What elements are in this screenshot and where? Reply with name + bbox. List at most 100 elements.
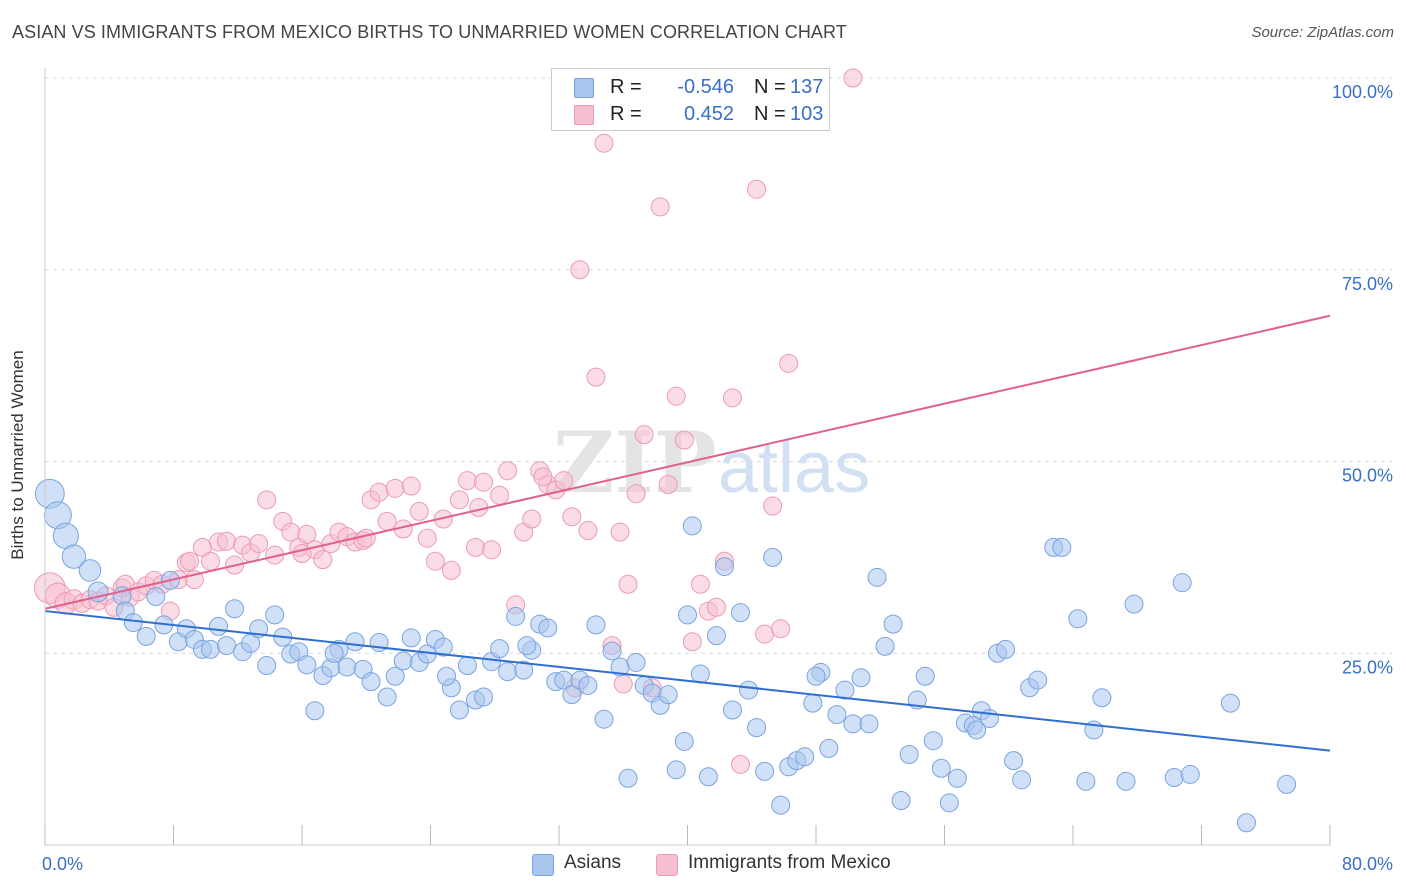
asian-point [747, 718, 767, 738]
mexico-point [610, 522, 630, 542]
mexico-point [313, 550, 333, 570]
asian-point [626, 652, 646, 672]
n-value-mexico: 103 [790, 103, 824, 125]
mexico-point [377, 511, 397, 531]
mexico-point [180, 551, 200, 571]
asian-point [706, 626, 726, 646]
chart-title: ASIAN VS IMMIGRANTS FROM MEXICO BIRTHS T… [12, 22, 847, 42]
mexico-point [441, 560, 461, 580]
asian-point [827, 705, 847, 725]
mexico-point [217, 531, 237, 551]
r-label: R = [610, 76, 642, 98]
asian-point [345, 632, 365, 652]
mexico-point [425, 551, 445, 571]
asian-point [136, 626, 156, 646]
asian-point [401, 628, 421, 648]
mexico-point [570, 260, 590, 280]
asian-point [146, 586, 166, 606]
asian-point [859, 714, 879, 734]
asian-point [851, 668, 871, 688]
mexico-point [533, 467, 553, 487]
asian-point [1012, 770, 1032, 790]
mexico-point [650, 197, 670, 217]
asian-point [305, 701, 325, 721]
asian-point [1116, 771, 1136, 791]
mexico-point [297, 524, 317, 544]
asian-point [586, 615, 606, 635]
asian-point [506, 606, 526, 626]
mexico-trend-line [44, 314, 1331, 610]
asian-point [324, 643, 344, 663]
mexico-point [482, 540, 502, 560]
mexico-point [779, 353, 799, 373]
mexico-point [674, 430, 694, 450]
mexico-point [562, 507, 582, 527]
asian-point [1004, 751, 1024, 771]
mexico-point [474, 472, 494, 492]
asian-point [755, 761, 775, 781]
asians-trend-line [44, 610, 1331, 752]
asian-point [939, 793, 959, 813]
asian-point [437, 666, 457, 686]
asian-point [474, 687, 494, 707]
mexico-point [731, 754, 751, 774]
n-label: N = [754, 76, 786, 98]
asian-point [739, 680, 759, 700]
asian-point [843, 714, 863, 734]
mexico-point [200, 551, 220, 571]
mexico-point [722, 388, 742, 408]
y-tick-label: 25.0% [1342, 657, 1393, 677]
mexico-point [763, 496, 783, 516]
mexico-swatch [574, 105, 594, 125]
mexico-point [755, 624, 775, 644]
n-value-asians: 137 [790, 76, 824, 98]
x-tick-label: 0.0% [42, 854, 83, 874]
asian-point [682, 516, 702, 536]
asian-point [883, 614, 903, 634]
mexico-point [257, 490, 277, 510]
n-label: N = [754, 103, 786, 125]
asian-point [1164, 768, 1184, 788]
asian-point [1076, 771, 1096, 791]
y-tick-label: 100.0% [1332, 82, 1393, 102]
asian-point [208, 616, 228, 636]
mexico-point [449, 490, 469, 510]
asian-point [257, 656, 277, 676]
asian-point [602, 641, 622, 661]
asian-point [385, 666, 405, 686]
mexico-point [682, 632, 702, 652]
asian-point [698, 767, 718, 787]
y-axis-label: Births to Unmarried Women [8, 350, 27, 560]
mexico-points [34, 68, 863, 774]
mexico-point [498, 461, 518, 481]
asian-point [931, 758, 951, 778]
mexico-point [490, 485, 510, 505]
asian-point [891, 791, 911, 811]
mexico-point [409, 501, 429, 521]
asian-point [923, 731, 943, 751]
asian-point [337, 657, 357, 677]
asian-point [449, 700, 469, 720]
asian-point [899, 744, 919, 764]
watermark: ZIP atlas [553, 413, 870, 512]
mexico-point [586, 367, 606, 387]
mexico-point [369, 482, 389, 502]
asian-point [1172, 573, 1192, 593]
asian-point [835, 680, 855, 700]
asian-point [666, 760, 686, 780]
asian-point [377, 687, 397, 707]
mexico-point [578, 521, 598, 541]
asian-point [875, 636, 895, 656]
mexico-point [658, 475, 678, 495]
y-tick-label: 75.0% [1342, 274, 1393, 294]
mexico-point [385, 478, 405, 498]
asian-points [34, 478, 1297, 833]
asian-point [538, 618, 558, 638]
asian-point [457, 656, 477, 676]
asian-point [265, 605, 285, 625]
asian-point [947, 768, 967, 788]
asian-point [722, 700, 742, 720]
asian-point [393, 651, 413, 671]
asian-point [819, 738, 839, 758]
asian-point [433, 637, 453, 657]
